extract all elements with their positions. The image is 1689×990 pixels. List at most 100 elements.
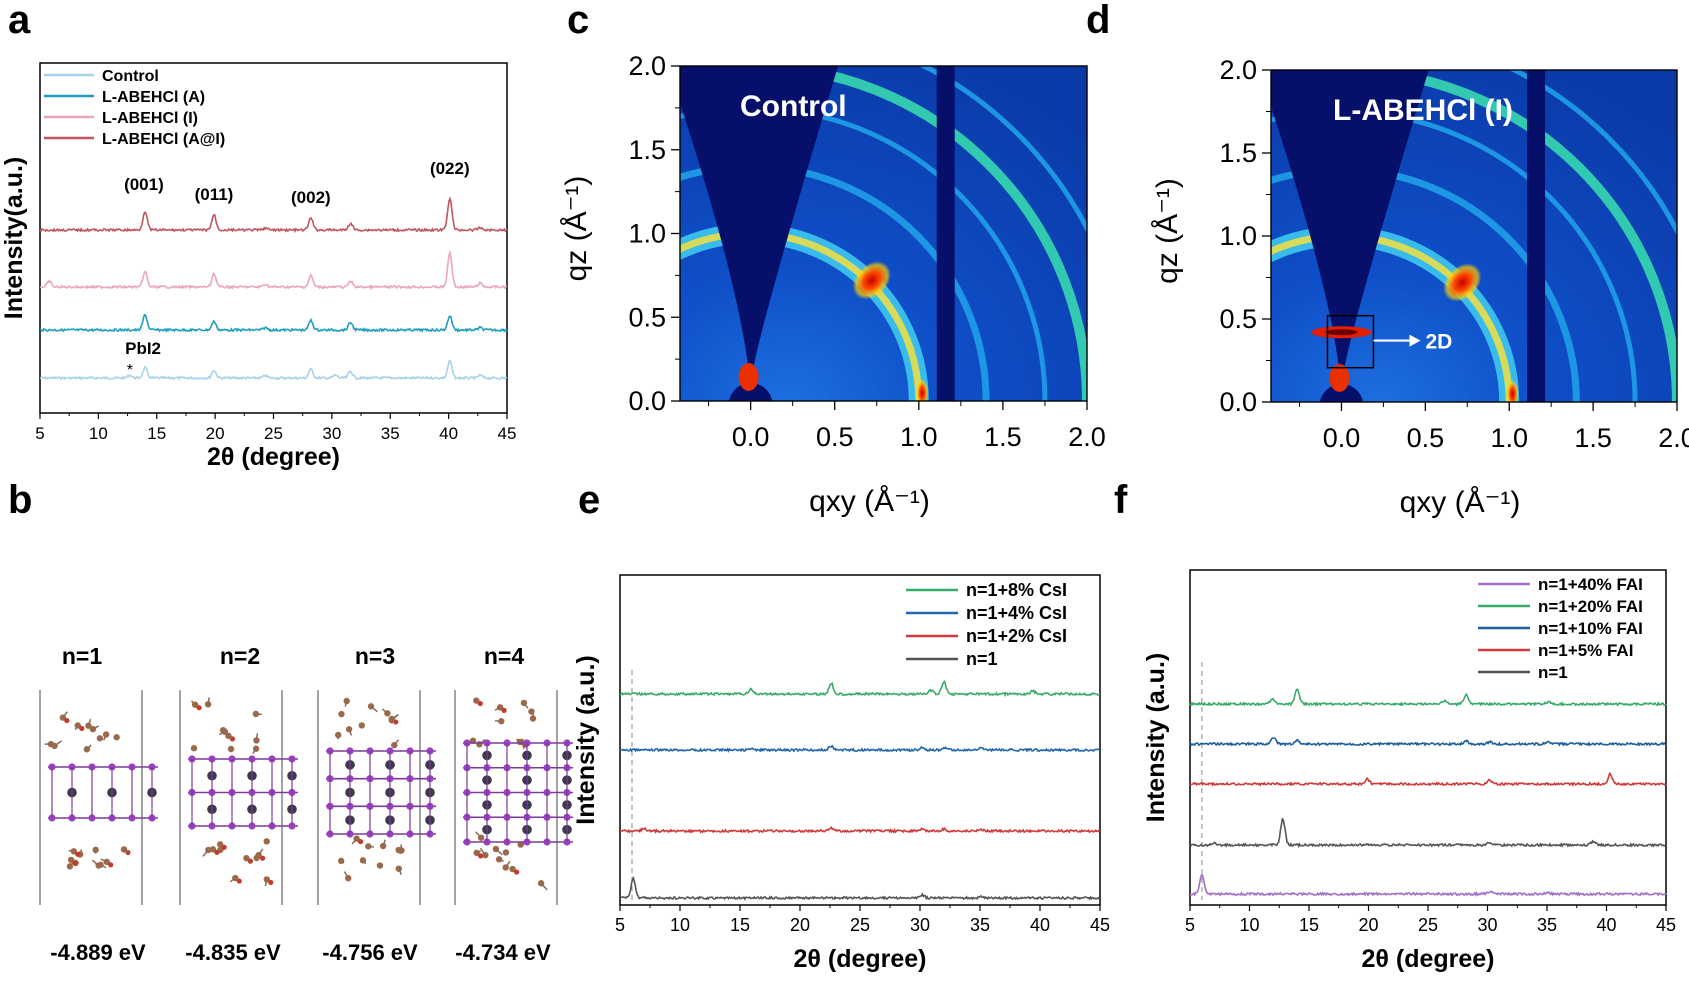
bond — [254, 857, 258, 860]
bond — [245, 857, 248, 860]
atom-oxygen — [357, 838, 364, 845]
y-tick-label: 1.5 — [1219, 138, 1257, 168]
x-tick-label: 45 — [1090, 915, 1110, 935]
y-tick-label: 1.5 — [628, 135, 666, 165]
atom-oxygen — [221, 844, 227, 850]
structure-energy: -4.756 eV — [322, 940, 418, 965]
bond — [86, 744, 92, 750]
atom-oxygen — [108, 862, 114, 868]
x-tick-label: 20 — [790, 915, 810, 935]
atom-oxygen — [75, 851, 81, 857]
bond — [476, 699, 479, 702]
bond — [54, 740, 62, 747]
detector-gap — [1527, 70, 1546, 402]
annotation-2d-label: 2D — [1425, 331, 1452, 354]
x-tick-label: 45 — [1656, 915, 1676, 935]
x-tick-label: 30 — [322, 424, 341, 443]
x-tick-label: 25 — [1418, 915, 1438, 935]
x-tick-label: 40 — [1030, 915, 1050, 935]
bond — [99, 736, 104, 739]
atom-oxygen — [513, 869, 520, 875]
x-tick-label: 1.5 — [1574, 423, 1612, 453]
atom-oxygen — [236, 878, 242, 884]
bond — [362, 859, 367, 865]
legend-entry: L-ABEHCl (A@I) — [102, 131, 225, 148]
x-tick-label: 5 — [35, 424, 44, 443]
panel-letter-e: e — [578, 478, 601, 522]
annotation-arrowhead — [1409, 334, 1421, 347]
x-tick-label: 0.5 — [816, 422, 854, 452]
structure-energy: -4.734 eV — [455, 940, 551, 965]
series-trace-4 — [1189, 771, 1667, 787]
structure-energy: -4.889 eV — [50, 940, 146, 965]
bond — [255, 733, 259, 741]
bond — [62, 711, 68, 719]
bond — [495, 848, 503, 856]
bond — [398, 868, 403, 875]
legend-entry: n=1+2% CsI — [966, 626, 1067, 646]
structure-n-4: n=4 -4.734 eV — [454, 643, 573, 965]
bond — [381, 708, 388, 714]
x-tick-label: 25 — [264, 424, 283, 443]
atom-carbon — [92, 846, 99, 854]
panel-f-xrd-fai: 5 10 15 20 25 30 35 40 45 2θ (degree) Intensity (a… — [1142, 569, 1676, 973]
bond — [229, 748, 232, 753]
atom-oxygen — [501, 707, 507, 713]
legend-entry: Control — [102, 68, 159, 85]
peak-label-022: (022) — [430, 159, 470, 178]
bond — [523, 702, 529, 709]
bond — [391, 715, 398, 721]
bond — [79, 849, 83, 855]
series-trace-1 — [39, 360, 508, 381]
detector-image — [680, 66, 1087, 401]
bond — [494, 706, 501, 711]
bond — [368, 845, 374, 848]
x-tick-label: 20 — [206, 424, 225, 443]
bond — [351, 838, 358, 845]
structure-label: n=1 — [62, 643, 102, 669]
peak-label-002: (002) — [291, 188, 331, 207]
bond — [74, 725, 79, 730]
structure-energy: -4.835 eV — [185, 940, 281, 965]
bond — [348, 729, 353, 736]
panel-d-giwaxs-l-abehcl: 0.0 0.5 1.0 1.5 2.0 0.0 0.5 1.0 1.5 2.0 L-ABEHCl (… — [1151, 55, 1689, 519]
y-axis-label: Intensity (a.u.) — [572, 655, 600, 824]
atom-carbon — [102, 731, 110, 738]
specular-spot — [738, 363, 759, 391]
x-tick-label: 1.0 — [900, 422, 938, 452]
legend-entry: n=1+8% CsI — [966, 580, 1067, 600]
x-tick-label: 2.0 — [1068, 422, 1106, 452]
atom-oxygen — [196, 705, 202, 711]
panel-letter-f: f — [1114, 478, 1128, 522]
atom-oxygen — [260, 855, 266, 861]
image-title: Control — [740, 90, 847, 123]
bond — [212, 848, 215, 852]
missing-wedge — [1271, 70, 1429, 372]
missing-wedge — [680, 66, 839, 371]
bond — [343, 871, 349, 879]
structure-label: n=2 — [220, 643, 260, 669]
panel-letter-c: c — [567, 0, 590, 42]
x-tick-label: 30 — [1477, 915, 1497, 935]
diffraction-hotspot — [1443, 263, 1482, 302]
atom-carbon — [338, 710, 345, 718]
bond — [68, 849, 74, 853]
atom-oxygen — [268, 879, 274, 886]
y-tick-label: 0.0 — [628, 386, 666, 416]
bond — [379, 864, 384, 867]
atom-oxygen — [79, 725, 85, 732]
series-trace-3 — [619, 826, 1101, 834]
structure-n-2: n=2 -4.835 eV — [179, 643, 298, 965]
bond — [393, 739, 400, 746]
bond — [252, 748, 257, 754]
bond — [87, 718, 92, 726]
x-axis-label: 2θ (degree) — [794, 945, 927, 973]
x-axis-label: qxy (Å⁻¹) — [1400, 486, 1521, 519]
bond — [257, 848, 264, 856]
atom-oxygen — [478, 853, 484, 859]
bond — [503, 851, 507, 855]
diffraction-hotspot-edge — [1506, 380, 1519, 402]
x-axis-label: 2θ (degree) — [1362, 945, 1495, 973]
bond — [229, 877, 236, 883]
